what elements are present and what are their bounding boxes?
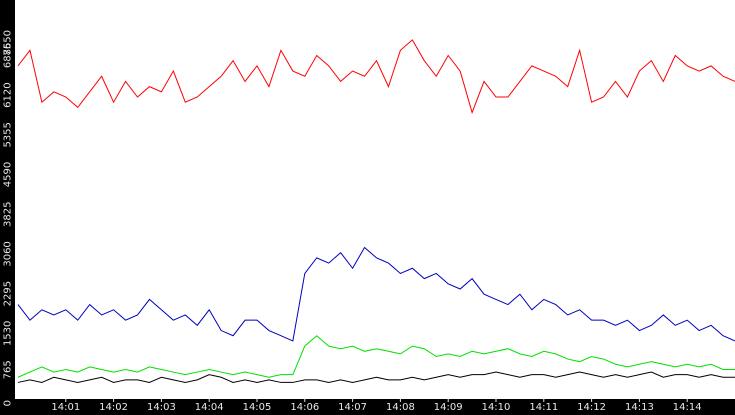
x-tick-label: 14:06 xyxy=(290,402,319,413)
y-axis-strip xyxy=(0,0,15,415)
y-tick-label: 2295 xyxy=(3,281,14,306)
y-tick-label: 765 xyxy=(3,360,14,379)
x-tick-label: 14:04 xyxy=(195,402,224,413)
series-line xyxy=(17,246,735,342)
x-tick-label: 14:09 xyxy=(434,402,463,413)
series-line xyxy=(17,39,735,115)
x-tick-label: 14:12 xyxy=(577,402,606,413)
x-tick-label: 14:10 xyxy=(482,402,511,413)
x-tick-label: 14:01 xyxy=(51,402,80,413)
y-tick-label: 0 xyxy=(3,400,14,406)
x-tick-label: 14:14 xyxy=(673,402,702,413)
x-axis-strip xyxy=(0,399,735,415)
x-tick-label: 14:05 xyxy=(243,402,272,413)
x-tick-label: 14:13 xyxy=(625,402,654,413)
y-tick-label: 3825 xyxy=(3,202,14,227)
x-tick-label: 14:07 xyxy=(338,402,367,413)
x-tick-label: 14:11 xyxy=(529,402,558,413)
y-tick-label: 1530 xyxy=(3,321,14,346)
series-line xyxy=(17,335,735,378)
y-tick-label: 7650 xyxy=(3,30,14,55)
y-tick-label: 6885 xyxy=(3,43,14,68)
y-tick-label: 6120 xyxy=(3,82,14,107)
y-tick-label: 3060 xyxy=(3,241,14,266)
x-tick-label: 14:03 xyxy=(147,402,176,413)
y-tick-label: 4590 xyxy=(3,162,14,187)
y-tick-label: 5355 xyxy=(3,122,14,147)
x-tick-label: 14:02 xyxy=(99,402,128,413)
x-tick-label: 14:08 xyxy=(386,402,415,413)
series-line xyxy=(17,371,735,383)
